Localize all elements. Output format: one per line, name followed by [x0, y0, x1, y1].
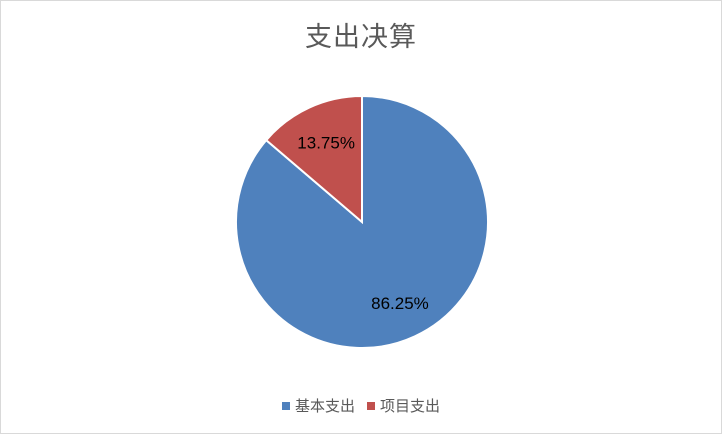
- data-label-2: 13.75%: [297, 134, 355, 153]
- legend: 基本支出 项目支出: [1, 395, 721, 416]
- pie-slice-2: [264, 94, 363, 225]
- chart-title: 支出决算: [305, 22, 417, 53]
- legend-label-2: 项目支出: [380, 397, 441, 415]
- legend-swatch-2: [367, 401, 375, 410]
- data-label-1: 86.25%: [371, 294, 429, 313]
- legend-item-1: 基本支出: [281, 395, 355, 416]
- legend-label-1: 基本支出: [294, 397, 355, 415]
- legend-item-2: 项目支出: [367, 395, 440, 416]
- legend-swatch-1: [281, 401, 290, 410]
